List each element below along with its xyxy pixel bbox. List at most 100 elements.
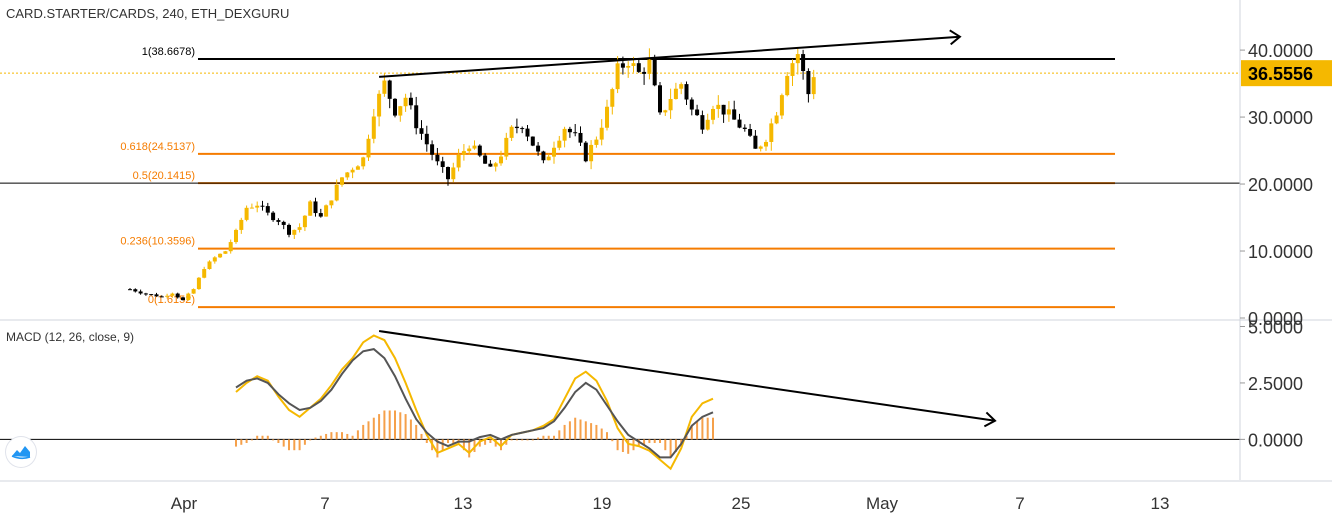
- candle-body: [281, 221, 286, 225]
- time-tick-label: 7: [320, 494, 329, 513]
- histogram-bar: [356, 430, 359, 440]
- candle-body: [408, 97, 413, 106]
- tradingview-logo[interactable]: [6, 437, 36, 467]
- price-tick-label: 30.0000: [1248, 108, 1313, 128]
- histogram-bar: [404, 414, 407, 440]
- macd-lines: [235, 334, 714, 471]
- candle-body: [753, 135, 758, 149]
- candle-body: [589, 144, 594, 162]
- histogram-bar: [277, 439, 280, 443]
- current-price-badge: [1241, 60, 1332, 87]
- candle-body: [382, 80, 387, 94]
- histogram-bar: [245, 439, 248, 443]
- histogram-bar: [388, 410, 391, 440]
- candle-body: [642, 71, 647, 74]
- fib-level-label: 1(38.6678): [142, 46, 195, 58]
- candle-body: [509, 126, 514, 138]
- candle-body: [726, 109, 731, 115]
- symbol-title: CARD.STARTER/CARDS, 240, ETH_DEXGURU: [6, 6, 290, 21]
- histogram-bar: [574, 417, 577, 440]
- histogram-bar: [240, 439, 243, 445]
- candle-body: [461, 151, 466, 155]
- candle-body: [557, 140, 562, 148]
- candle-body: [552, 147, 556, 157]
- histogram-bar: [288, 439, 290, 451]
- candle-body: [186, 293, 191, 301]
- histogram-bar: [494, 439, 497, 447]
- candle-body: [345, 172, 350, 178]
- candle-body: [446, 167, 450, 180]
- candle-body: [313, 201, 318, 214]
- candle-body: [292, 229, 297, 235]
- histogram-bar: [409, 419, 412, 440]
- histogram-bar: [282, 439, 285, 447]
- macd-tick-label: 2.5000: [1248, 374, 1303, 394]
- candle-body: [737, 119, 742, 128]
- candle-body: [223, 251, 228, 254]
- candle-body: [695, 109, 700, 116]
- candle-body: [366, 138, 371, 158]
- axes: 0.0000 10.0000 20.0000 30.0000 40.0000 0.0000…: [0, 0, 1332, 513]
- candle-body: [673, 88, 678, 100]
- histogram-bar: [627, 439, 630, 454]
- histogram-bar: [685, 435, 688, 440]
- candle-body: [191, 289, 196, 294]
- candle-body: [599, 127, 604, 140]
- candle-body: [472, 145, 477, 149]
- candle-body: [636, 63, 641, 72]
- histogram-bar: [436, 439, 439, 458]
- candle-body: [334, 184, 339, 201]
- histogram-bar: [468, 439, 471, 458]
- candle-body: [440, 161, 445, 168]
- histogram-bar: [319, 435, 322, 440]
- price-tick-label: 40.0000: [1248, 41, 1313, 61]
- candle-body: [631, 63, 636, 66]
- time-tick-label: 19: [593, 494, 612, 513]
- histogram-bar: [542, 435, 545, 440]
- histogram-bar: [505, 439, 508, 445]
- candle-body: [477, 145, 482, 156]
- histogram-bar: [447, 439, 449, 443]
- histogram-bar: [330, 432, 333, 440]
- candle-body: [377, 93, 382, 117]
- histogram-bar: [600, 428, 603, 440]
- candle-body: [721, 104, 726, 115]
- candle-body: [732, 109, 737, 120]
- candle-body: [546, 156, 551, 161]
- time-tick-label: Apr: [171, 494, 198, 513]
- candle-body: [467, 148, 472, 152]
- candle-body: [769, 123, 774, 142]
- candle-body: [202, 269, 207, 278]
- candle-body: [170, 293, 175, 296]
- histogram-bar: [595, 424, 598, 440]
- candle-body: [668, 99, 673, 111]
- time-tick-label: 13: [1151, 494, 1170, 513]
- candle-body: [779, 95, 784, 116]
- histogram-bar: [250, 439, 253, 441]
- histogram-bar: [489, 439, 492, 443]
- candle-body: [742, 127, 747, 129]
- histogram-bar: [462, 439, 465, 451]
- histogram-bar: [394, 410, 396, 440]
- price-tick-label: 10.0000: [1248, 242, 1313, 262]
- histogram-bar: [621, 439, 624, 453]
- histogram-bar: [309, 439, 312, 441]
- candle-body: [133, 289, 138, 292]
- candle-body: [355, 166, 360, 170]
- histogram-bar: [473, 439, 476, 453]
- histogram-bar: [664, 439, 667, 451]
- histogram-bar: [584, 421, 587, 440]
- candle-body: [684, 84, 689, 100]
- histogram-bar: [712, 417, 714, 440]
- histogram-bar: [372, 417, 375, 440]
- histogram-bar: [235, 439, 237, 447]
- candle-body: [536, 145, 541, 152]
- histogram-bar: [351, 435, 354, 440]
- histogram-bar: [415, 424, 418, 440]
- candle-body: [149, 294, 154, 296]
- candle-body: [239, 219, 244, 230]
- histogram-bar: [362, 424, 365, 440]
- histogram-bar: [637, 439, 640, 447]
- histogram-bar: [298, 439, 301, 451]
